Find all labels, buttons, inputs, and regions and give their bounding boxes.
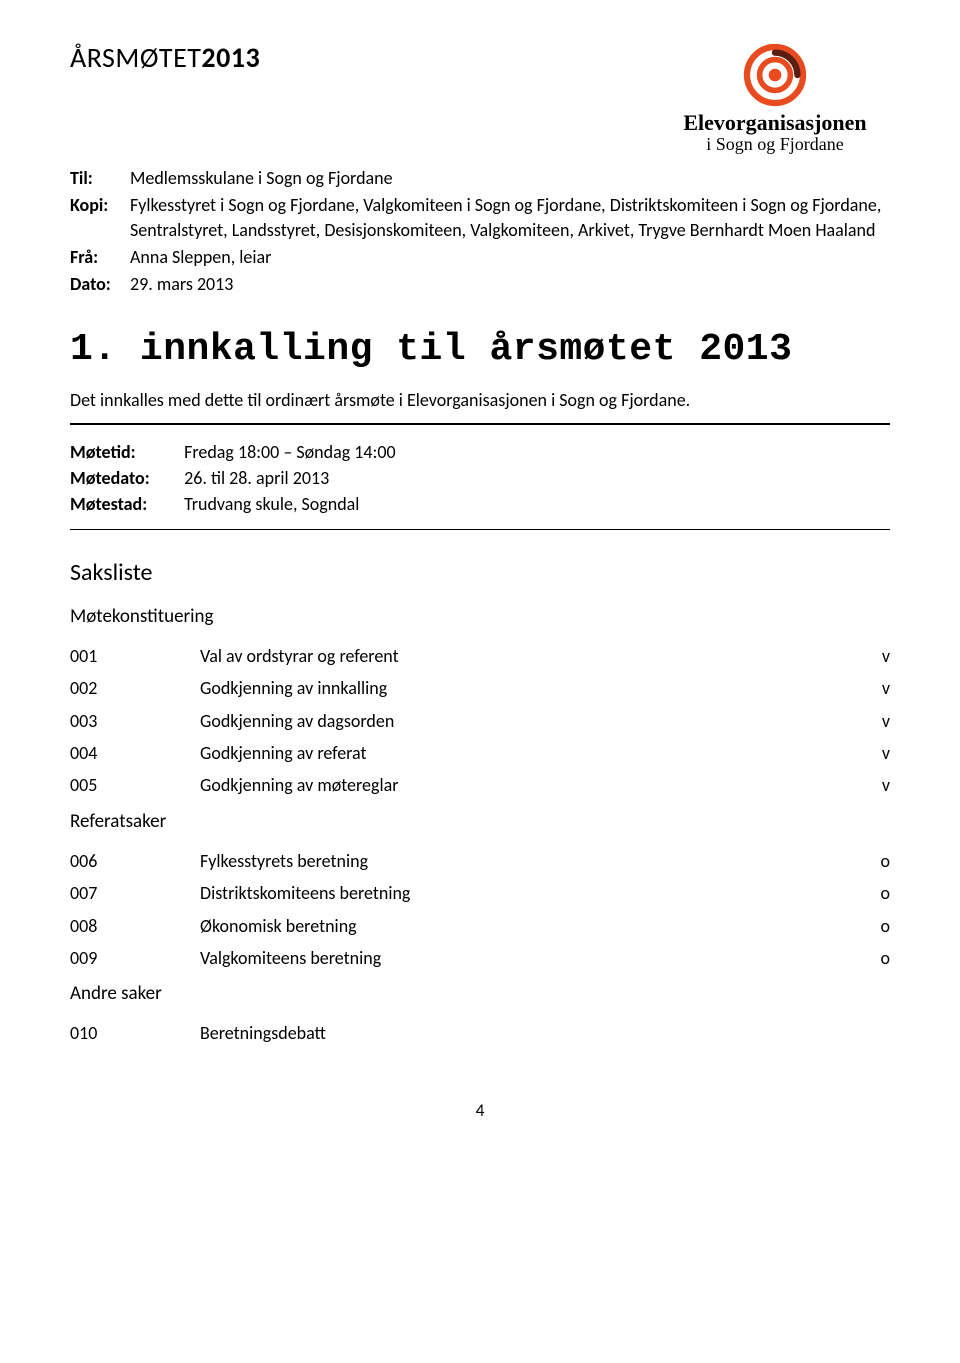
- meta-label-til: Til:: [70, 166, 130, 191]
- agenda-item-mark: [860, 1017, 890, 1049]
- meta-value-dato: 29. mars 2013: [130, 272, 890, 297]
- section-motekonstituering: Møtekonstituering: [70, 605, 890, 628]
- agenda-item-mark: o: [860, 845, 890, 877]
- logo-block: Elevorganisasjonen i Sogn og Fjordane: [660, 40, 890, 156]
- meeting-label-tid: Møtetid:: [70, 439, 180, 465]
- agenda-item-number: 010: [70, 1017, 200, 1049]
- agenda-item-mark: v: [860, 737, 890, 769]
- meeting-label-dato: Møtedato:: [70, 465, 180, 491]
- agenda-item-row: 005Godkjenning av møtereglarv: [70, 769, 890, 801]
- meta-block: Til: Medlemsskulane i Sogn og Fjordane K…: [70, 166, 890, 298]
- agenda-item-mark: v: [860, 640, 890, 672]
- meta-value-til: Medlemsskulane i Sogn og Fjordane: [130, 166, 890, 191]
- agenda-item-number: 007: [70, 877, 200, 909]
- meta-row-til: Til: Medlemsskulane i Sogn og Fjordane: [70, 166, 890, 191]
- agenda-item-text: Godkjenning av møtereglar: [200, 769, 860, 801]
- header-row: ÅRSMØTET2013 Elevorganisasjonen i Sogn o…: [70, 40, 890, 156]
- divider-thin: [70, 529, 890, 530]
- logo-text-sub: i Sogn og Fjordane: [660, 134, 890, 156]
- meeting-row-stad: Møtestad: Trudvang skule, Sogndal: [70, 491, 890, 517]
- agenda-item-row: 007Distriktskomiteens beretningo: [70, 877, 890, 909]
- agenda-item-row: 009Valgkomiteens beretningo: [70, 942, 890, 974]
- meta-label-fra: Frå:: [70, 245, 130, 270]
- agenda-item-text: Godkjenning av referat: [200, 737, 860, 769]
- agenda-item-text: Valgkomiteens beretning: [200, 942, 860, 974]
- agenda-item-number: 005: [70, 769, 200, 801]
- agenda-item-number: 006: [70, 845, 200, 877]
- agenda-item-text: Fylkesstyrets beretning: [200, 845, 860, 877]
- agenda-item-text: Godkjenning av dagsorden: [200, 705, 860, 737]
- agenda-item-row: 008Økonomisk beretningo: [70, 910, 890, 942]
- agenda-item-text: Økonomisk beretning: [200, 910, 860, 942]
- document-title: ÅRSMØTET2013: [70, 40, 260, 75]
- meeting-block: Møtetid: Fredag 18:00 – Søndag 14:00 Møt…: [70, 439, 890, 517]
- agenda-item-mark: v: [860, 672, 890, 704]
- intro-text: Det innkalles med dette til ordinært års…: [70, 389, 890, 411]
- meta-row-dato: Dato: 29. mars 2013: [70, 272, 890, 297]
- agenda-item-mark: v: [860, 769, 890, 801]
- page-number: 4: [70, 1100, 890, 1121]
- agenda-item-row: 002Godkjenning av innkallingv: [70, 672, 890, 704]
- meeting-row-tid: Møtetid: Fredag 18:00 – Søndag 14:00: [70, 439, 890, 465]
- agenda-item-mark: o: [860, 877, 890, 909]
- agenda-item-mark: v: [860, 705, 890, 737]
- meta-value-kopi: Fylkesstyret i Sogn og Fjordane, Valgkom…: [130, 193, 890, 243]
- meeting-row-dato: Møtedato: 26. til 28. april 2013: [70, 465, 890, 491]
- main-heading: 1. innkalling til årsmøtet 2013: [70, 328, 890, 371]
- section-andre-saker: Andre saker: [70, 982, 890, 1005]
- meeting-value-stad: Trudvang skule, Sogndal: [184, 493, 359, 515]
- agenda-item-row: 003Godkjenning av dagsordenv: [70, 705, 890, 737]
- agenda-item-row: 001Val av ordstyrar og referentv: [70, 640, 890, 672]
- agenda-item-number: 003: [70, 705, 200, 737]
- agenda-item-text: Distriktskomiteens beretning: [200, 877, 860, 909]
- meeting-value-dato: 26. til 28. april 2013: [184, 467, 329, 489]
- agenda-item-number: 008: [70, 910, 200, 942]
- item-list-a: 001Val av ordstyrar og referentv002Godkj…: [70, 640, 890, 802]
- meta-row-fra: Frå: Anna Sleppen, leiar: [70, 245, 890, 270]
- section-referatsaker: Referatsaker: [70, 810, 890, 833]
- agenda-item-number: 004: [70, 737, 200, 769]
- meta-row-kopi: Kopi: Fylkesstyret i Sogn og Fjordane, V…: [70, 193, 890, 243]
- meeting-value-tid: Fredag 18:00 – Søndag 14:00: [184, 441, 395, 463]
- meta-label-dato: Dato:: [70, 272, 130, 297]
- agenda-item-text: Beretningsdebatt: [200, 1017, 860, 1049]
- logo-text-main: Elevorganisasjonen: [660, 112, 890, 134]
- logo-swirl-icon: [740, 40, 810, 110]
- agenda-item-number: 009: [70, 942, 200, 974]
- agenda-item-number: 001: [70, 640, 200, 672]
- agenda-item-number: 002: [70, 672, 200, 704]
- agenda-item-row: 006Fylkesstyrets beretningo: [70, 845, 890, 877]
- title-prefix: ÅRSMØTET: [70, 40, 201, 75]
- title-year: 2013: [201, 40, 260, 75]
- agenda-item-text: Godkjenning av innkalling: [200, 672, 860, 704]
- item-list-c: 010Beretningsdebatt: [70, 1017, 890, 1049]
- agenda-item-row: 004Godkjenning av referatv: [70, 737, 890, 769]
- agenda-item-text: Val av ordstyrar og referent: [200, 640, 860, 672]
- agenda-item-mark: o: [860, 942, 890, 974]
- item-list-b: 006Fylkesstyrets beretningo007Distriktsk…: [70, 845, 890, 975]
- agenda-item-mark: o: [860, 910, 890, 942]
- divider-thick: [70, 423, 890, 425]
- meta-label-kopi: Kopi:: [70, 193, 130, 243]
- meeting-label-stad: Møtestad:: [70, 491, 180, 517]
- meta-value-fra: Anna Sleppen, leiar: [130, 245, 890, 270]
- saksliste-heading: Saksliste: [70, 558, 890, 587]
- agenda-item-row: 010Beretningsdebatt: [70, 1017, 890, 1049]
